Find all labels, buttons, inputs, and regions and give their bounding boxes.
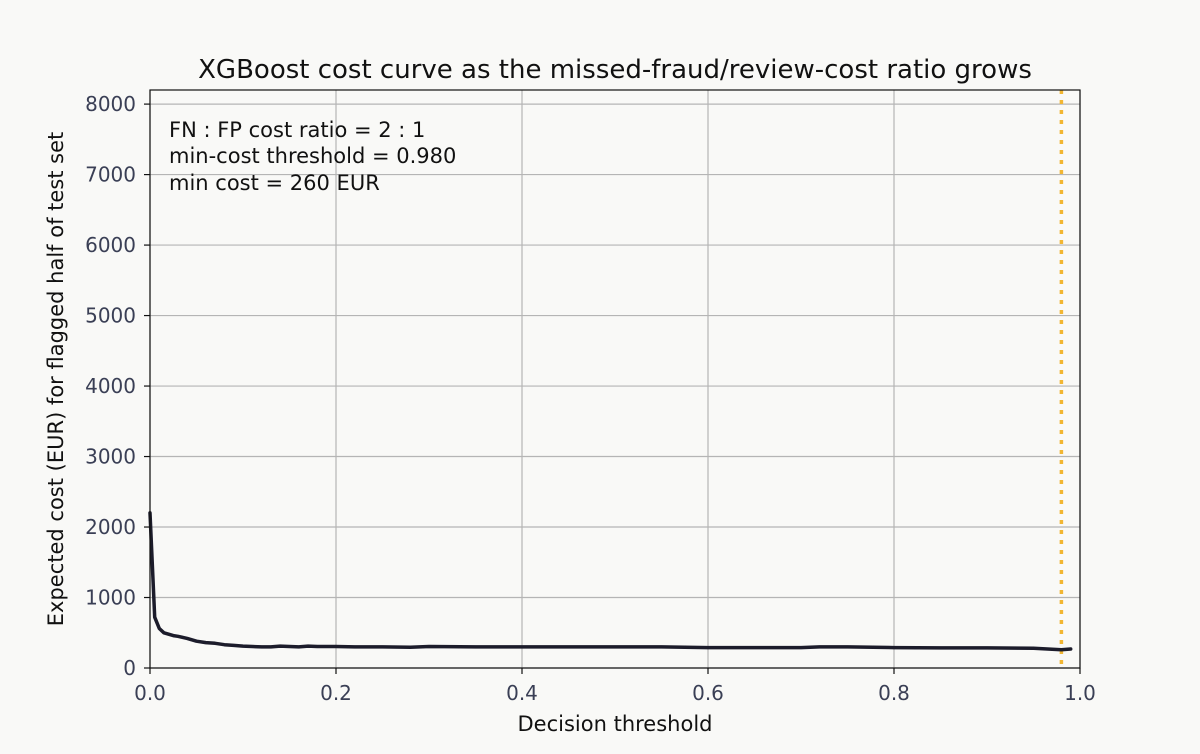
y-tick-label: 3000 — [85, 445, 136, 469]
x-tick-label: 0.0 — [134, 681, 166, 705]
chart-title: XGBoost cost curve as the missed-fraud/r… — [198, 55, 1032, 85]
y-tick-label: 7000 — [85, 163, 136, 187]
y-axis-ticks: 0 1000 2000 3000 4000 5000 6000 7000 8000 — [85, 92, 150, 680]
annotation-box: FN : FP cost ratio = 2 : 1 min-cost thre… — [169, 118, 456, 195]
cost-curve-line — [148, 511, 1073, 652]
plot-area — [150, 90, 1080, 668]
y-tick-label: 1000 — [85, 586, 136, 610]
grid — [149, 90, 1081, 669]
x-tick-label: 1.0 — [1064, 681, 1096, 705]
y-tick-label: 6000 — [85, 233, 136, 257]
x-axis-label: Decision threshold — [518, 712, 713, 736]
y-tick-label: 0 — [123, 656, 136, 680]
x-tick-label: 0.4 — [506, 681, 538, 705]
y-tick-label: 8000 — [85, 92, 136, 116]
y-axis-label: Expected cost (EUR) for flagged half of … — [44, 132, 68, 627]
x-tick-label: 0.6 — [692, 681, 724, 705]
y-tick-label: 2000 — [85, 515, 136, 539]
annotation-cost-ratio: FN : FP cost ratio = 2 : 1 — [169, 118, 425, 142]
y-tick-label: 4000 — [85, 374, 136, 398]
y-tick-label: 5000 — [85, 304, 136, 328]
x-axis-ticks: 0.0 0.2 0.4 0.6 0.8 1.0 — [134, 668, 1096, 705]
series-layer — [148, 511, 1073, 652]
annotation-min-cost: min cost = 260 EUR — [169, 171, 380, 195]
x-tick-label: 0.2 — [320, 681, 352, 705]
annotation-threshold: min-cost threshold = 0.980 — [169, 144, 456, 168]
plot-frame — [149, 89, 1081, 669]
x-tick-label: 0.8 — [878, 681, 910, 705]
